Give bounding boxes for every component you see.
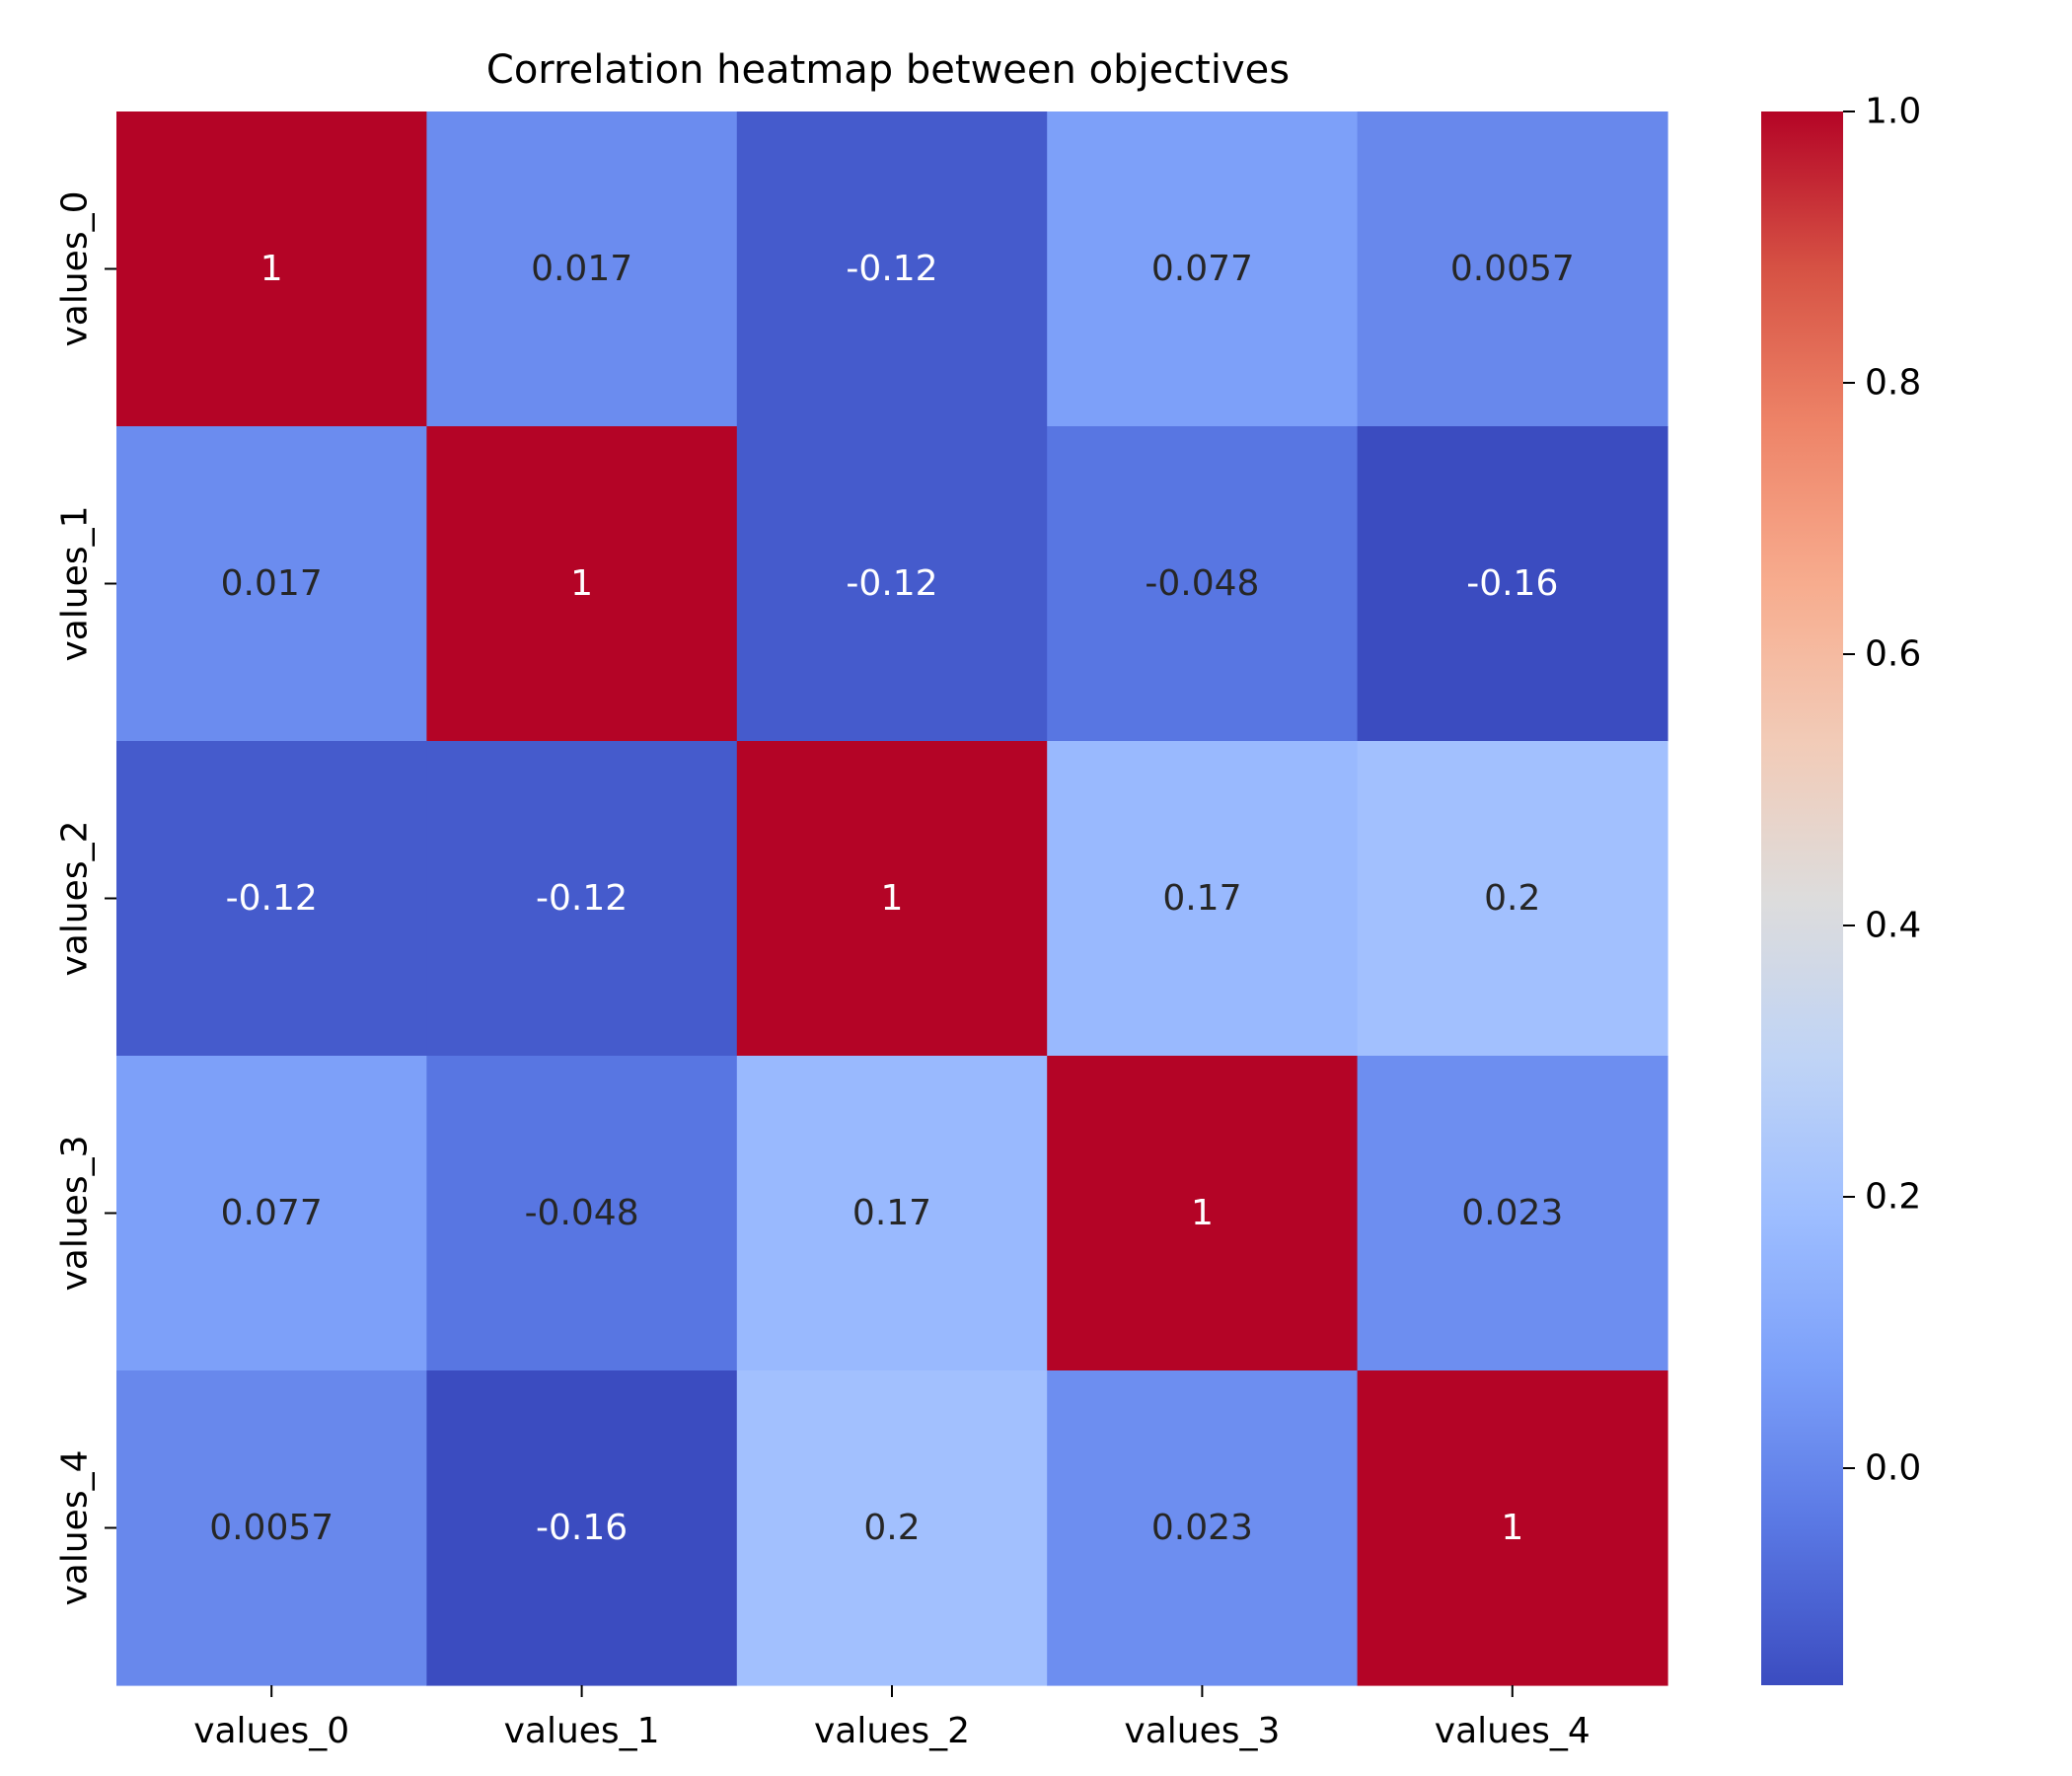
heatmap-cell-2-2 <box>736 741 1048 1057</box>
cell-label-1-4: -0.16 <box>1466 563 1558 604</box>
heatmap-cell-1-1 <box>426 426 738 742</box>
x-tick-label-1: values_1 <box>504 1711 660 1751</box>
heatmap-cell-3-0 <box>116 1056 427 1371</box>
heatmap-annotations: 1 0.017 -0.12 0.077 0.0057 0.017 1 -0.12 -0.048 -… <box>209 249 1575 1548</box>
y-tick-label-0: values_0 <box>55 191 96 347</box>
cell-label-0-1: 0.017 <box>531 249 632 289</box>
heatmap-cell-0-1 <box>426 111 738 427</box>
heatmap-cell-4-4 <box>1357 1370 1668 1686</box>
heatmap-cell-2-1 <box>426 741 738 1057</box>
y-axis: values_0 values_1 values_2 values_3 values_4 <box>55 191 116 1606</box>
heatmap-cell-2-4 <box>1357 741 1668 1057</box>
y-tick-label-3: values_3 <box>55 1136 96 1292</box>
y-tick-label-4: values_4 <box>55 1450 96 1606</box>
cell-label-4-2: 0.2 <box>863 1508 920 1548</box>
colorbar: 0.0 0.2 0.4 0.6 0.8 1.0 <box>1761 92 1921 1685</box>
heatmap-cell-2-0 <box>116 741 427 1057</box>
x-tick-label-4: values_4 <box>1435 1711 1591 1751</box>
x-tick-label-3: values_3 <box>1124 1711 1280 1751</box>
cell-label-4-4: 1 <box>1501 1508 1523 1548</box>
colorbar-gradient <box>1761 111 1843 1685</box>
heatmap-cell-4-0 <box>116 1370 427 1686</box>
colorbar-tick-label-4: 0.8 <box>1865 363 1921 404</box>
cell-label-4-1: -0.16 <box>536 1508 628 1548</box>
colorbar-tick-label-0: 0.0 <box>1865 1448 1921 1489</box>
colorbar-tick-label-2: 0.4 <box>1865 906 1921 946</box>
colorbar-tick-label-3: 0.6 <box>1865 634 1921 675</box>
cell-label-0-3: 0.077 <box>1151 249 1253 289</box>
cell-label-1-1: 1 <box>570 563 593 604</box>
cell-label-2-1: -0.12 <box>536 878 628 919</box>
cell-label-0-4: 0.0057 <box>1450 249 1575 289</box>
heatmap-cell-3-1 <box>426 1056 738 1371</box>
cell-label-1-2: -0.12 <box>846 563 937 604</box>
cell-label-0-2: -0.12 <box>846 249 937 289</box>
heatmap-cell-0-0 <box>116 111 427 427</box>
heatmap-cell-1-0 <box>116 426 427 742</box>
heatmap-cell-1-4 <box>1357 426 1668 742</box>
cell-label-3-1: -0.048 <box>525 1193 639 1233</box>
cell-label-2-3: 0.17 <box>1162 878 1241 919</box>
colorbar-tick-label-1: 0.2 <box>1865 1177 1921 1218</box>
x-tick-label-0: values_0 <box>193 1711 349 1751</box>
cell-label-4-3: 0.023 <box>1151 1508 1253 1548</box>
cell-label-3-0: 0.077 <box>221 1193 323 1233</box>
cell-label-2-4: 0.2 <box>1484 878 1540 919</box>
heatmap-cell-0-4 <box>1357 111 1668 427</box>
cell-label-1-0: 0.017 <box>221 563 323 604</box>
cell-label-3-4: 0.023 <box>1461 1193 1563 1233</box>
chart-title: Correlation heatmap between objectives <box>486 47 1290 93</box>
heatmap-cell-2-3 <box>1047 741 1359 1057</box>
cell-label-0-0: 1 <box>260 249 283 289</box>
heatmap-cell-4-1 <box>426 1370 738 1686</box>
cell-label-2-2: 1 <box>881 878 904 919</box>
heatmap-cell-4-2 <box>736 1370 1048 1686</box>
cell-label-2-0: -0.12 <box>226 878 318 919</box>
heatmap-cells <box>116 111 1668 1686</box>
y-tick-label-1: values_1 <box>55 506 96 662</box>
cell-label-4-0: 0.0057 <box>209 1508 333 1548</box>
heatmap-cell-4-3 <box>1047 1370 1359 1686</box>
cell-label-3-3: 1 <box>1191 1193 1214 1233</box>
y-tick-label-2: values_2 <box>55 821 96 977</box>
colorbar-tick-label-5: 1.0 <box>1865 92 1921 132</box>
x-tick-label-2: values_2 <box>814 1711 970 1751</box>
heatmap-cell-3-2 <box>736 1056 1048 1371</box>
heatmap-cell-1-2 <box>736 426 1048 742</box>
heatmap-cell-0-3 <box>1047 111 1359 427</box>
heatmap-cell-1-3 <box>1047 426 1359 742</box>
heatmap-cell-3-4 <box>1357 1056 1668 1371</box>
x-axis: values_0 values_1 values_2 values_3 values_4 <box>193 1685 1591 1751</box>
cell-label-3-2: 0.17 <box>852 1193 931 1233</box>
cell-label-1-3: -0.048 <box>1145 563 1259 604</box>
heatmap-cell-0-2 <box>736 111 1048 427</box>
heatmap-cell-3-3 <box>1047 1056 1359 1371</box>
